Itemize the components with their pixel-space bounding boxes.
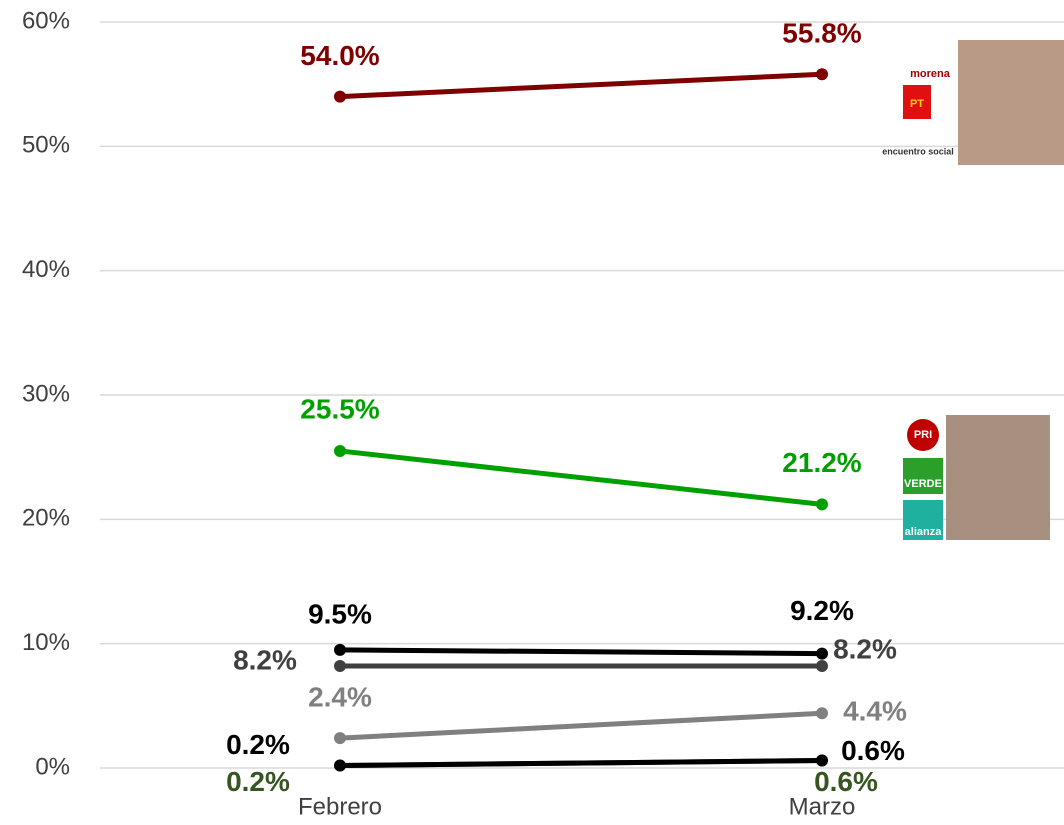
y-tick-label: 20% [22, 505, 70, 532]
line [339, 71, 823, 100]
logo-alianza [903, 500, 943, 540]
logo-text: PRI [914, 429, 932, 441]
plot: 0% 10% 20% 30% 40% 50% 60% Febrero Marzo 0.2% 0.6%… [22, 7, 1064, 820]
logo-text: VERDE [904, 478, 942, 490]
line [339, 448, 823, 507]
y-tick-label: 10% [22, 629, 70, 656]
value-label: 25.5% [300, 393, 379, 424]
value-label: 9.2% [790, 595, 854, 626]
logo-pri [907, 419, 939, 451]
value-label: 2.4% [308, 682, 372, 713]
y-tick-label: 0% [35, 753, 70, 780]
value-label: 0.6% [841, 735, 905, 766]
logo-text: morena [910, 68, 951, 80]
y-tick-label: 40% [22, 256, 70, 283]
value-label: 55.8% [782, 18, 861, 49]
logo-verde [903, 458, 943, 494]
y-tick-label: 50% [22, 132, 70, 159]
value-label: 0.6% [814, 766, 878, 797]
marker [816, 647, 828, 660]
value-label: 8.2% [233, 644, 297, 675]
line [339, 758, 823, 769]
marker [334, 444, 346, 457]
value-label: 9.5% [308, 598, 372, 629]
marker [816, 498, 828, 511]
value-label: 0.2% [226, 766, 290, 797]
value-label: 21.2% [782, 447, 861, 478]
marker [334, 90, 346, 103]
logo-text: alianza [905, 526, 943, 538]
x-tick-label: Febrero [298, 793, 382, 820]
logo-pt [903, 85, 931, 119]
marker [816, 68, 828, 81]
marker [816, 707, 828, 720]
marker [334, 643, 346, 656]
line [339, 710, 823, 741]
marker [334, 759, 346, 772]
photo [946, 415, 1050, 540]
x-tick-label: Marzo [789, 793, 856, 820]
marker [334, 732, 346, 745]
marker [334, 660, 346, 673]
line [339, 647, 823, 657]
candidate-2: PRI VERDE alianza [903, 415, 1050, 540]
logo-text: PT [910, 98, 924, 110]
marker [816, 660, 828, 673]
marker [816, 754, 828, 767]
photo [958, 40, 1064, 165]
y-tick-label: 30% [22, 380, 70, 407]
candidate-1: morena PT encuentro social [882, 40, 1064, 165]
value-label: 0.2% [226, 729, 290, 760]
value-label: 54.0% [300, 40, 379, 71]
value-label: 4.4% [843, 696, 907, 727]
value-label: 8.2% [833, 633, 897, 664]
y-tick-label: 60% [22, 7, 70, 34]
logo-text: encuentro social [882, 146, 954, 156]
